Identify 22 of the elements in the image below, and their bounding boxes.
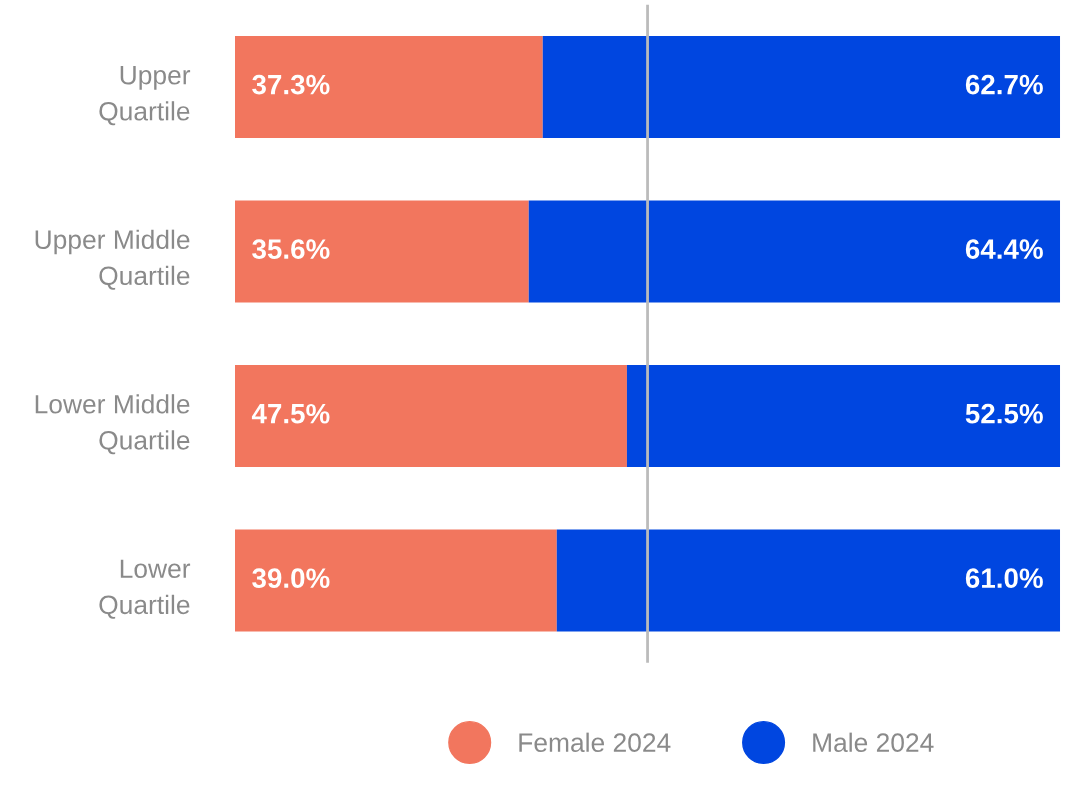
data-label: 47.5% bbox=[251, 403, 330, 424]
data-label: 52.5% bbox=[965, 403, 1043, 424]
bar bbox=[234, 200, 529, 303]
data-label: 62.7% bbox=[965, 74, 1043, 95]
y-tick-label: Upper Middle Quartile bbox=[35, 229, 190, 290]
data-label: 61.0% bbox=[965, 568, 1043, 589]
y-tick-label: Upper Quartile bbox=[99, 66, 191, 126]
bar bbox=[528, 200, 1061, 303]
data-label: 39.0% bbox=[252, 568, 330, 589]
y-tick-label: Lower Middle Quartile bbox=[35, 394, 190, 455]
bar bbox=[626, 365, 1061, 468]
data-label: 37.3% bbox=[252, 74, 330, 95]
data-label: 64.4% bbox=[965, 239, 1043, 259]
legend-label: Female 2024 bbox=[519, 732, 671, 753]
bar bbox=[234, 36, 543, 138]
legend-label: Male 2024 bbox=[813, 732, 934, 753]
bar bbox=[556, 529, 1061, 632]
bar bbox=[234, 365, 627, 468]
bar bbox=[234, 529, 557, 632]
bar bbox=[542, 36, 1061, 138]
data-label: 35.6% bbox=[252, 239, 330, 260]
y-tick-label: Lower Quartile bbox=[99, 559, 191, 619]
